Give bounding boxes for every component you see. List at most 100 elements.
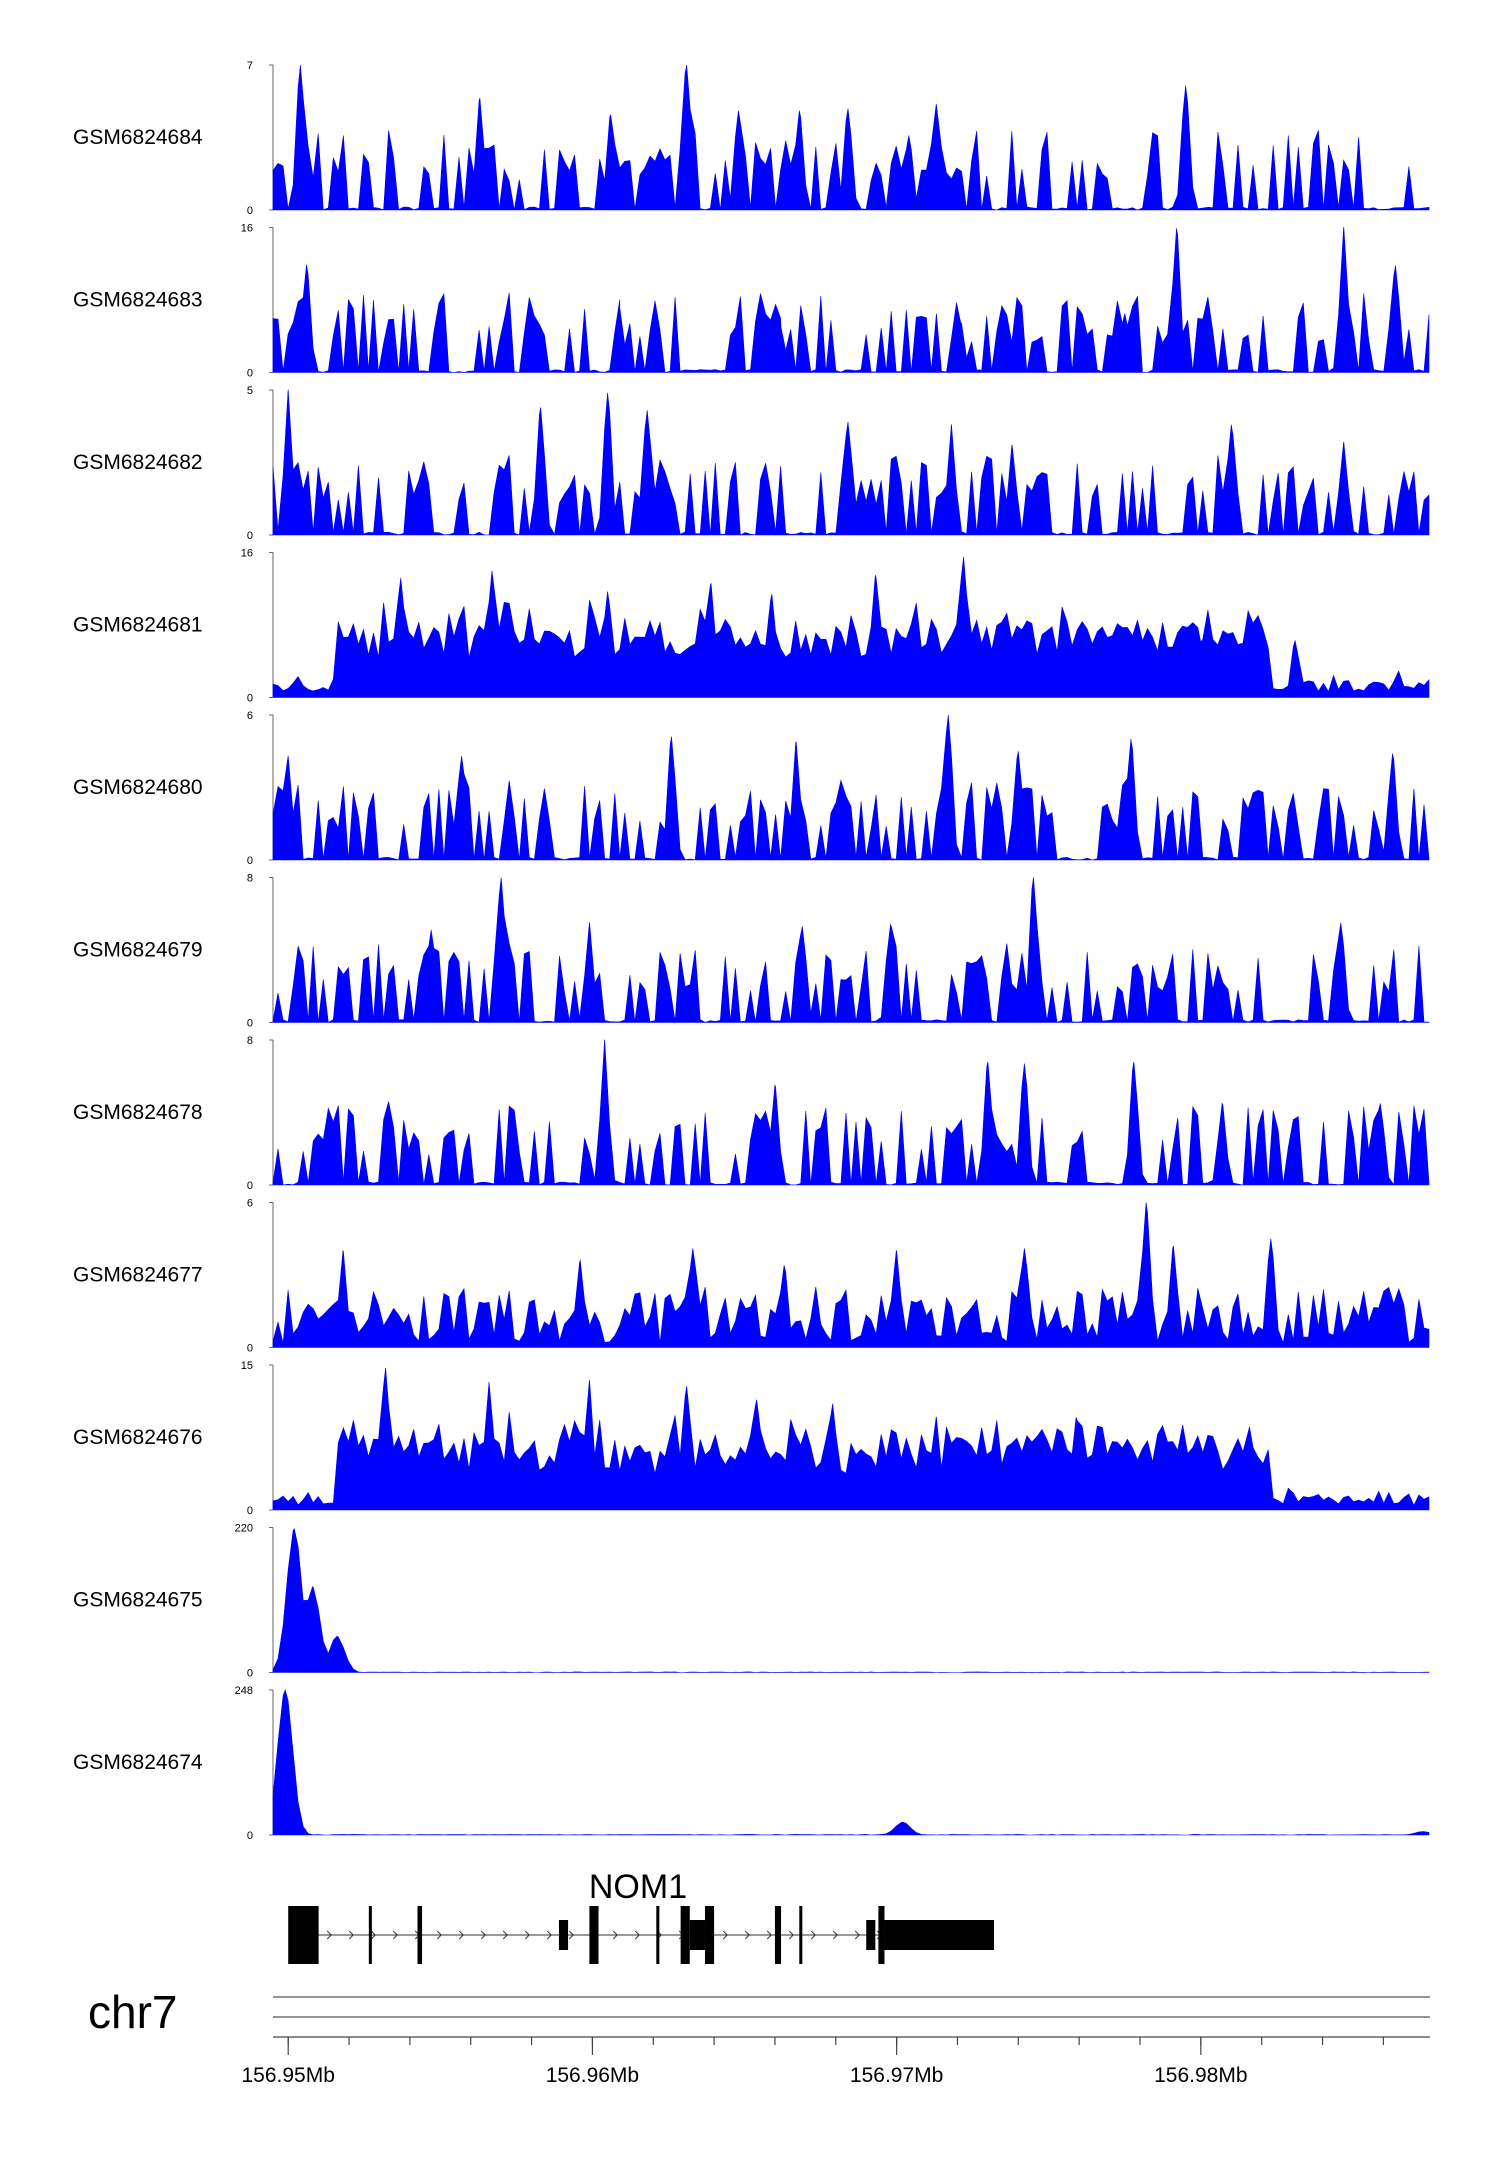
strand-arrow bbox=[480, 1930, 486, 1940]
strand-arrow bbox=[854, 1930, 860, 1940]
strand-arrow bbox=[392, 1930, 398, 1940]
gene-annotation-track: NOM1 bbox=[288, 1868, 994, 1964]
signal-tracks: GSM682468470GSM6824683160GSM682468250GSM… bbox=[73, 60, 1430, 1842]
strand-arrow bbox=[612, 1930, 618, 1940]
signal-area bbox=[272, 877, 1430, 1023]
y-min-label: 0 bbox=[247, 855, 253, 867]
strand-arrow bbox=[744, 1930, 750, 1940]
signal-area bbox=[272, 1202, 1430, 1348]
gene-exon bbox=[866, 1920, 876, 1950]
signal-area bbox=[272, 1367, 1430, 1511]
gene-exon bbox=[558, 1920, 569, 1950]
track-GSM6824682: GSM6824682 5 0 bbox=[73, 385, 1430, 542]
strand-arrow bbox=[436, 1930, 442, 1940]
y-max-label: 248 bbox=[235, 1685, 253, 1697]
x-tick-label: 156.96Mb bbox=[546, 2064, 639, 2087]
x-tick-label: 156.98Mb bbox=[1154, 2064, 1247, 2087]
track-label: GSM6824683 bbox=[73, 289, 203, 312]
strand-arrow bbox=[788, 1930, 794, 1940]
track-label: GSM6824680 bbox=[73, 776, 203, 799]
y-min-label: 0 bbox=[247, 1018, 253, 1030]
signal-area bbox=[272, 556, 1430, 698]
y-max-label: 16 bbox=[241, 548, 253, 560]
strand-arrow bbox=[766, 1930, 772, 1940]
y-min-label: 0 bbox=[247, 1668, 253, 1680]
gene-name-label: NOM1 bbox=[589, 1868, 687, 1906]
gene-exon bbox=[680, 1906, 690, 1964]
signal-area bbox=[272, 1689, 1430, 1836]
gene-exon bbox=[774, 1906, 782, 1964]
y-max-label: 6 bbox=[247, 1198, 253, 1210]
track-label: GSM6824678 bbox=[73, 1101, 203, 1124]
y-min-label: 0 bbox=[247, 205, 253, 217]
y-min-label: 0 bbox=[247, 1180, 253, 1192]
track-GSM6824674: GSM6824674 248 0 bbox=[73, 1685, 1430, 1842]
track-label: GSM6824681 bbox=[73, 614, 203, 637]
track-GSM6824675: GSM6824675 220 0 bbox=[73, 1523, 1430, 1680]
strand-arrow bbox=[458, 1930, 464, 1940]
track-GSM6824677: GSM6824677 6 0 bbox=[73, 1198, 1430, 1355]
strand-arrow bbox=[370, 1930, 376, 1940]
gene-exon bbox=[589, 1906, 599, 1964]
signal-area bbox=[272, 714, 1430, 861]
y-max-label: 16 bbox=[241, 223, 253, 235]
strand-arrow bbox=[810, 1930, 816, 1940]
strand-arrow bbox=[634, 1930, 640, 1940]
gene-exon bbox=[656, 1906, 660, 1964]
strand-arrow bbox=[524, 1930, 530, 1940]
y-max-label: 220 bbox=[235, 1523, 253, 1535]
gene-exon bbox=[884, 1920, 994, 1950]
track-GSM6824678: GSM6824678 8 0 bbox=[73, 1035, 1430, 1192]
gene-exon bbox=[878, 1906, 885, 1964]
track-label: GSM6824684 bbox=[73, 126, 203, 149]
track-GSM6824681: GSM6824681 16 0 bbox=[73, 548, 1430, 705]
track-GSM6824679: GSM6824679 8 0 bbox=[73, 873, 1430, 1030]
y-max-label: 5 bbox=[247, 385, 253, 397]
signal-area bbox=[272, 64, 1430, 211]
x-tick-label: 156.95Mb bbox=[242, 2064, 335, 2087]
signal-area bbox=[272, 1039, 1430, 1186]
track-label: GSM6824682 bbox=[73, 451, 203, 474]
gene-exon bbox=[288, 1906, 319, 1964]
track-GSM6824680: GSM6824680 6 0 bbox=[73, 710, 1430, 867]
track-GSM6824684: GSM6824684 7 0 bbox=[73, 60, 1430, 217]
gene-exon bbox=[704, 1906, 715, 1964]
y-min-label: 0 bbox=[247, 368, 253, 380]
strand-arrow bbox=[348, 1930, 354, 1940]
track-label: GSM6824675 bbox=[73, 1589, 203, 1612]
gene-exon bbox=[799, 1906, 803, 1964]
track-label: GSM6824677 bbox=[73, 1264, 203, 1287]
track-GSM6824683: GSM6824683 16 0 bbox=[73, 223, 1430, 380]
track-GSM6824676: GSM6824676 15 0 bbox=[73, 1360, 1430, 1517]
strand-arrow bbox=[326, 1930, 332, 1940]
genomic-axis: chr7 156.95Mb 156.96Mb 156.97Mb 156.98Mb bbox=[88, 1986, 1430, 2087]
y-max-label: 8 bbox=[247, 1035, 253, 1047]
strand-arrow bbox=[568, 1930, 574, 1940]
x-axis-ticks: 156.95Mb 156.96Mb 156.97Mb 156.98Mb bbox=[242, 2037, 1384, 2087]
gene-exon bbox=[368, 1906, 372, 1964]
gene-exon bbox=[417, 1906, 423, 1964]
chromosome-label: chr7 bbox=[88, 1986, 177, 2038]
strand-arrow bbox=[722, 1930, 728, 1940]
gene-exon bbox=[689, 1920, 705, 1950]
x-tick-label: 156.97Mb bbox=[850, 2064, 943, 2087]
signal-area bbox=[272, 389, 1430, 536]
y-max-label: 6 bbox=[247, 710, 253, 722]
strand-arrow bbox=[832, 1930, 838, 1940]
y-max-label: 15 bbox=[241, 1360, 253, 1372]
y-min-label: 0 bbox=[247, 1830, 253, 1842]
track-label: GSM6824679 bbox=[73, 939, 203, 962]
gene-exons bbox=[288, 1906, 994, 1964]
strand-arrow bbox=[546, 1930, 552, 1940]
strand-arrow bbox=[502, 1930, 508, 1940]
y-max-label: 7 bbox=[247, 60, 253, 72]
y-min-label: 0 bbox=[247, 530, 253, 542]
signal-area bbox=[272, 226, 1430, 373]
y-min-label: 0 bbox=[247, 693, 253, 705]
y-min-label: 0 bbox=[247, 1343, 253, 1355]
y-max-label: 8 bbox=[247, 873, 253, 885]
signal-area bbox=[272, 1528, 1430, 1673]
y-min-label: 0 bbox=[247, 1505, 253, 1517]
track-label: GSM6824676 bbox=[73, 1426, 203, 1449]
